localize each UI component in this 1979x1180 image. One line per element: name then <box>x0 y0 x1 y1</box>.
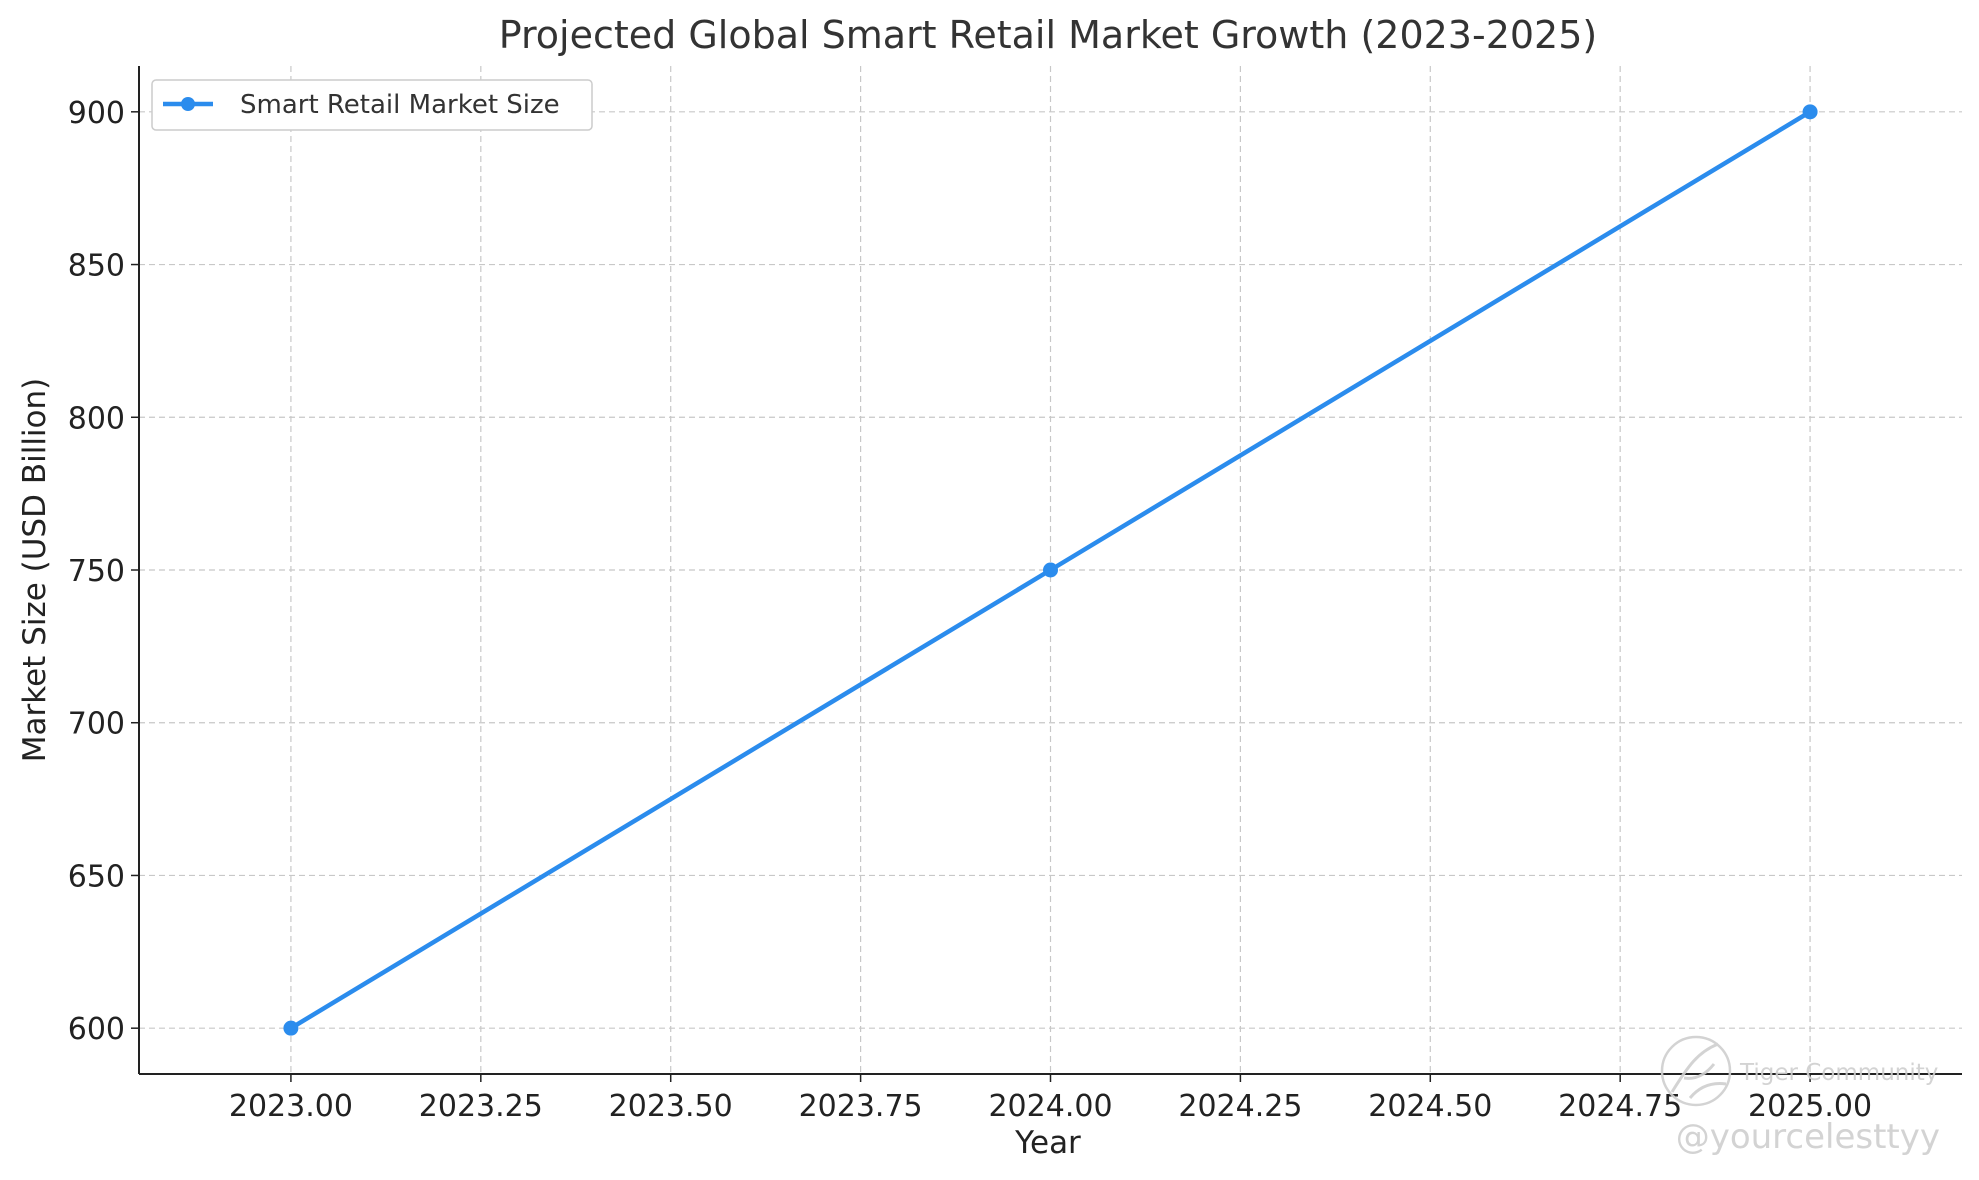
x-tick-label: 2024.50 <box>1368 1089 1492 1124</box>
data-point[interactable] <box>1802 104 1818 120</box>
x-tick-label: 2023.00 <box>229 1089 353 1124</box>
x-tick-label: 2023.75 <box>799 1089 923 1124</box>
y-tick-label: 800 <box>68 401 125 436</box>
legend-marker <box>181 97 195 111</box>
x-tick-label: 2023.50 <box>609 1089 733 1124</box>
y-tick-label: 750 <box>68 554 125 589</box>
y-tick-label: 600 <box>68 1012 125 1047</box>
x-tick-label: 2024.25 <box>1178 1089 1302 1124</box>
tiger-logo-icon <box>1660 1035 1732 1107</box>
y-tick-label: 900 <box>68 96 125 131</box>
x-tick-label: 2024.75 <box>1558 1089 1682 1124</box>
y-tick-label: 650 <box>68 859 125 894</box>
y-axis-ticks: 600 650 700 750 800 850 900 <box>68 96 139 1047</box>
x-tick-label: 2025.00 <box>1748 1089 1872 1124</box>
x-tick-label: 2024.00 <box>988 1089 1112 1124</box>
data-point[interactable] <box>1043 562 1058 578</box>
x-axis-label: Year <box>1014 1125 1081 1161</box>
y-axis-label: Market Size (USD Billion) <box>17 378 53 763</box>
watermark-handle: @yourcelesttyy <box>1676 1117 1940 1157</box>
y-tick-label: 700 <box>68 707 125 742</box>
legend-box <box>151 79 593 131</box>
x-axis-ticks: 2023.00 2023.25 2023.50 2023.75 2024.00 2024.… <box>229 1074 1872 1124</box>
x-tick-label: 2023.25 <box>419 1089 543 1124</box>
watermark: Tiger Community @yourcelesttyy <box>1660 1035 1940 1157</box>
legend-label: Smart Retail Market Size <box>240 90 560 120</box>
series-layer <box>283 104 1818 1036</box>
watermark-brand: Tiger Community <box>1739 1060 1938 1086</box>
legend: Smart Retail Market Size <box>151 79 593 131</box>
data-point[interactable] <box>283 1020 299 1036</box>
y-tick-label: 850 <box>68 249 125 284</box>
chart-title: Projected Global Smart Retail Market Gro… <box>499 13 1597 57</box>
